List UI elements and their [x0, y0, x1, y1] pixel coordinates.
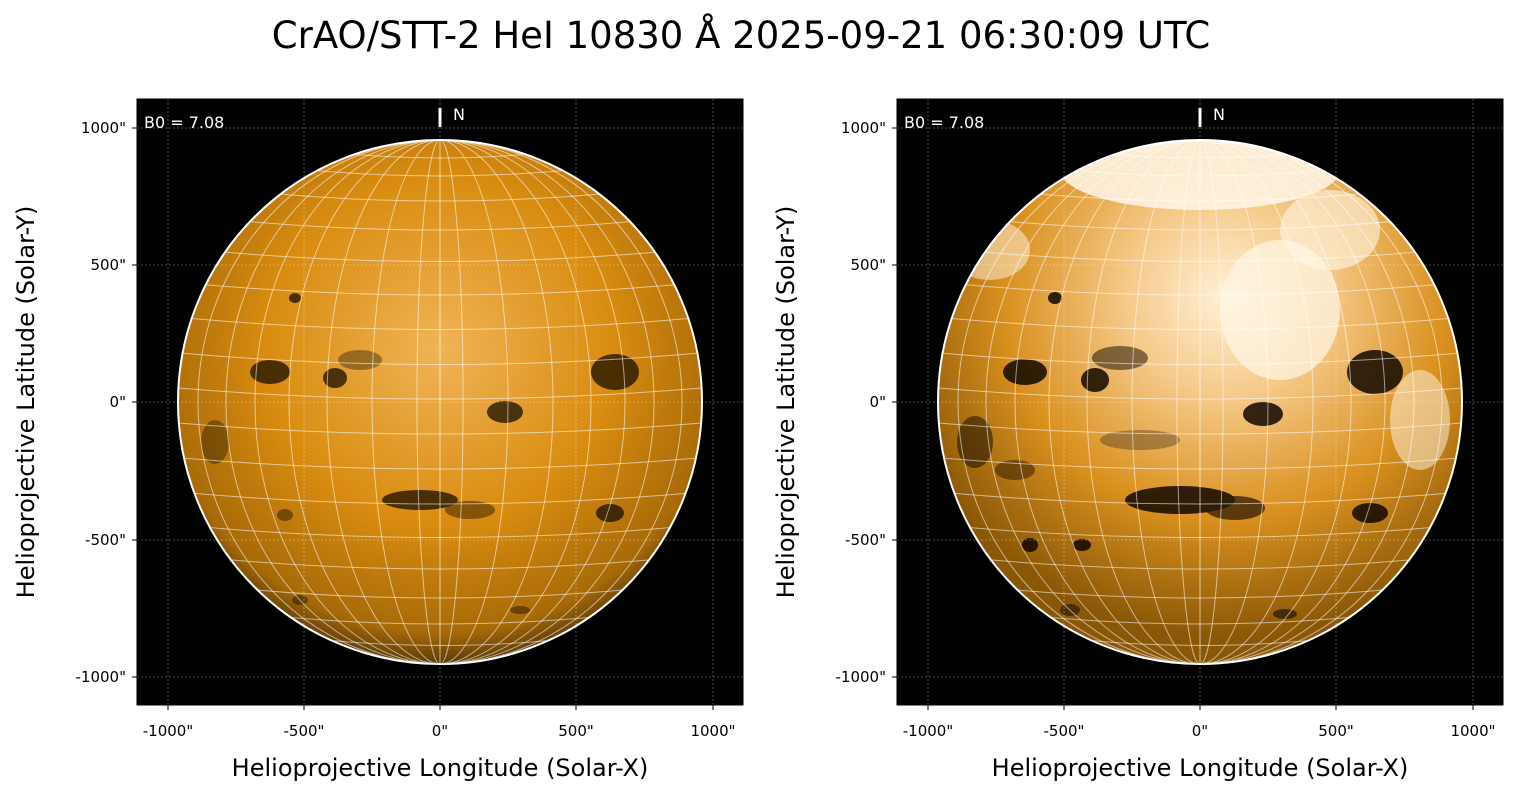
- right-ytick-label: -1000": [836, 668, 887, 686]
- right-xtick-label: -1000": [903, 722, 954, 740]
- right-panel: N B0 = 7.08 -1000" -500" 0" 500" 1000" 1…: [772, 98, 1504, 782]
- left-xtick-label: 500": [558, 722, 594, 740]
- left-north-label: N: [453, 105, 465, 124]
- right-b0-label: B0 = 7.08: [904, 113, 984, 132]
- left-b0-label: B0 = 7.08: [144, 113, 224, 132]
- left-xtick-label: 1000": [690, 722, 735, 740]
- left-ytick-label: -1000": [76, 668, 127, 686]
- right-dark-features: [957, 292, 1403, 619]
- figure-title: CrAO/STT-2 HeI 10830 Å 2025-09-21 06:30:…: [271, 14, 1211, 57]
- right-xtick-label: 0": [1192, 722, 1208, 740]
- left-dark-features: [201, 293, 639, 614]
- right-xaxis-title: Helioprojective Longitude (Solar-X): [992, 754, 1409, 782]
- left-xtick-label: 0": [432, 722, 448, 740]
- left-panel: N B0 = 7.08 -1000" -500" 0" 500" 1000" 1…: [12, 98, 744, 782]
- right-ticks: [892, 127, 1474, 710]
- right-north-label: N: [1213, 105, 1225, 124]
- left-xtick-label: -500": [284, 722, 325, 740]
- right-xtick-label: 500": [1318, 722, 1354, 740]
- left-ytick-label: 500": [90, 256, 126, 274]
- left-yaxis-title: Helioprojective Latitude (Solar-Y): [12, 206, 40, 599]
- right-xtick-label: 1000": [1450, 722, 1495, 740]
- right-axis-grid: [897, 99, 1503, 705]
- right-yaxis-title: Helioprojective Latitude (Solar-Y): [772, 206, 800, 599]
- right-ytick-label: -500": [845, 531, 886, 549]
- left-ticks: [132, 127, 714, 710]
- right-ytick-label: 0": [870, 393, 886, 411]
- left-xaxis-title: Helioprojective Longitude (Solar-X): [232, 754, 649, 782]
- left-ytick-label: 1000": [81, 119, 126, 137]
- left-axis-grid: [137, 99, 743, 705]
- left-ytick-label: -500": [85, 531, 126, 549]
- right-ytick-label: 1000": [841, 119, 886, 137]
- right-ytick-label: 500": [850, 256, 886, 274]
- left-ytick-label: 0": [110, 393, 126, 411]
- left-xtick-label: -1000": [143, 722, 194, 740]
- right-xtick-label: -500": [1044, 722, 1085, 740]
